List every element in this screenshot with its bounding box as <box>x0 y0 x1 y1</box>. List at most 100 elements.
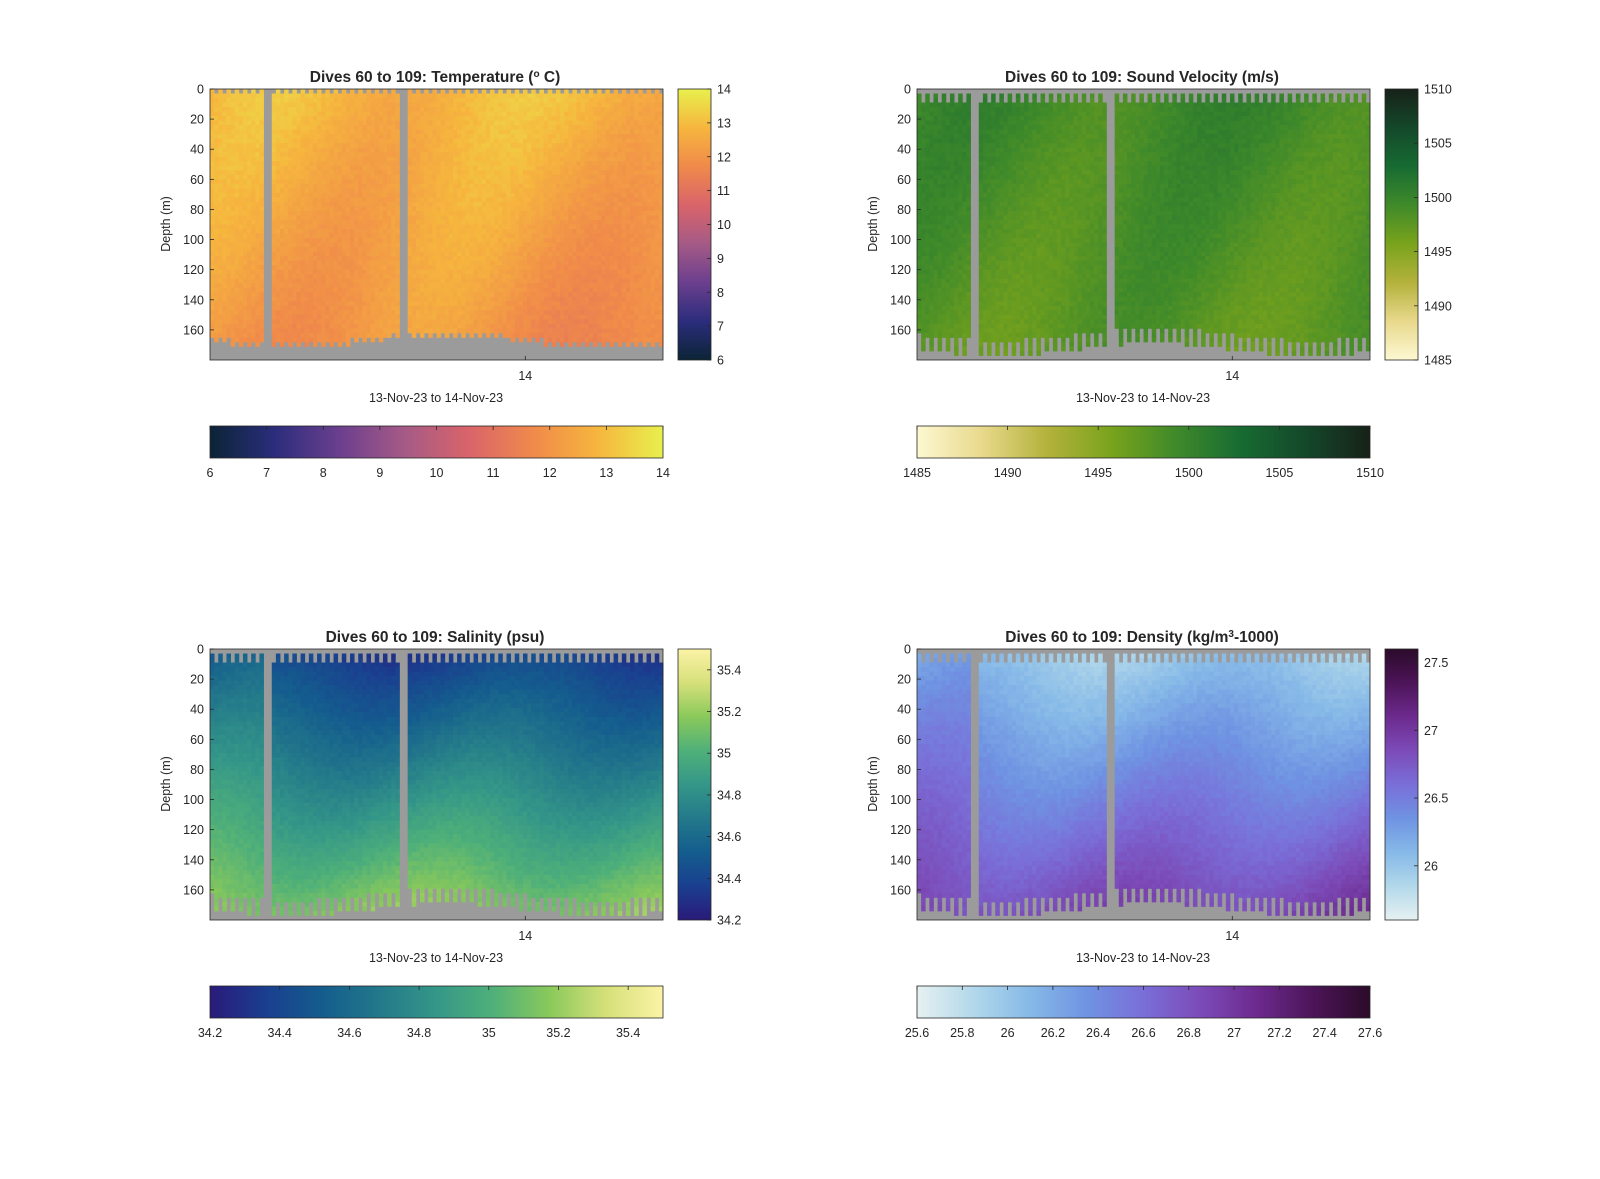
heatmap-cell <box>247 197 252 203</box>
heatmap-cell <box>341 170 347 176</box>
heatmap-cell <box>444 287 450 293</box>
heatmap-cell <box>584 147 590 153</box>
heatmap-cell <box>535 129 540 135</box>
heatmap-cell <box>214 251 219 257</box>
heatmap-cell <box>494 301 499 307</box>
heatmap-cell <box>317 305 322 311</box>
heatmap-cell <box>465 125 470 131</box>
heatmap-cell <box>329 147 334 153</box>
heatmap-cell <box>527 301 532 307</box>
heatmap-cell <box>304 210 310 216</box>
heatmap-cell <box>584 165 590 171</box>
heatmap-cell <box>354 269 359 275</box>
heatmap-cell <box>481 156 487 162</box>
heatmap-cell <box>527 314 532 320</box>
heatmap-cell <box>477 192 483 198</box>
heatmap-cell <box>547 197 553 203</box>
heatmap-cell <box>251 256 256 262</box>
heatmap-cell <box>275 323 281 329</box>
heatmap-cell <box>502 183 507 189</box>
heatmap-cell <box>481 229 487 234</box>
heatmap-cell <box>494 287 499 293</box>
heatmap-cell <box>251 197 256 203</box>
heatmap-cell <box>387 251 392 257</box>
heatmap-cell <box>337 156 343 162</box>
heatmap-cell <box>333 215 339 221</box>
heatmap-cell <box>411 210 417 216</box>
heatmap-cell <box>485 229 491 234</box>
heatmap-cell <box>448 283 454 289</box>
heatmap-cell <box>424 116 429 122</box>
heatmap-cell <box>350 170 355 176</box>
heatmap-cell <box>461 269 466 275</box>
heatmap-cell <box>444 265 450 271</box>
heatmap-cell <box>510 111 516 117</box>
heatmap-cell <box>415 319 421 325</box>
heatmap-cell <box>391 206 396 212</box>
heatmap-cell <box>420 179 425 185</box>
heatmap-cell <box>473 147 479 153</box>
heatmap-cell <box>387 310 392 316</box>
heatmap-cell <box>452 183 458 189</box>
heatmap-cell <box>251 251 256 257</box>
heatmap-cell <box>555 219 561 225</box>
heatmap-cell <box>329 201 334 207</box>
heatmap-cell <box>564 116 569 122</box>
heatmap-cell <box>485 219 491 225</box>
heatmap-cell <box>370 188 376 194</box>
heatmap-cell <box>420 102 425 108</box>
heatmap-cell <box>354 165 359 171</box>
heatmap-cell <box>378 328 384 334</box>
heatmap-cell <box>498 305 503 311</box>
heatmap-cell <box>461 183 466 189</box>
heatmap-cell <box>580 143 586 149</box>
heatmap-cell <box>382 102 388 108</box>
heatmap-cell <box>358 129 363 135</box>
heatmap-cell <box>251 201 256 207</box>
heatmap-cell <box>576 188 582 194</box>
heatmap-cell <box>284 251 289 257</box>
heatmap-cell <box>572 229 577 234</box>
heatmap-cell <box>226 116 231 122</box>
heatmap-cell <box>411 98 417 103</box>
heatmap-cell <box>234 206 240 212</box>
heatmap-cell <box>572 310 577 316</box>
heatmap-cell <box>300 161 306 167</box>
heatmap-cell <box>308 305 314 311</box>
heatmap-cell <box>465 156 470 162</box>
heatmap-cell <box>222 138 227 144</box>
heatmap-cell <box>535 292 540 298</box>
heatmap-cell <box>452 247 458 252</box>
heatmap-cell <box>308 147 314 153</box>
heatmap-cell <box>506 332 512 338</box>
heatmap-cell <box>312 111 318 117</box>
heatmap-cell <box>230 310 236 316</box>
heatmap-cell <box>370 210 376 216</box>
heatmap-cell <box>502 260 507 266</box>
heatmap-cell <box>428 183 433 189</box>
heatmap-cell <box>522 147 528 153</box>
heatmap-cell <box>465 310 470 316</box>
heatmap-cell <box>527 179 532 185</box>
heatmap-cell <box>444 256 450 262</box>
heatmap-cell <box>518 206 524 212</box>
heatmap-cell <box>341 310 347 316</box>
heatmap-cell <box>312 224 318 230</box>
heatmap-cell <box>317 233 322 239</box>
heatmap-cell <box>543 161 549 167</box>
heatmap-cell <box>572 283 577 289</box>
heatmap-cell <box>428 120 433 126</box>
heatmap-cell <box>358 301 363 307</box>
heatmap-cell <box>584 305 590 311</box>
heatmap-cell <box>551 265 557 271</box>
heatmap-cell <box>498 251 503 257</box>
heatmap-cell <box>510 296 516 302</box>
heatmap-cell <box>255 238 260 243</box>
heatmap-cell <box>238 219 244 225</box>
heatmap-cell <box>308 161 314 167</box>
heatmap-cell <box>329 183 334 189</box>
heatmap-cell <box>317 314 322 320</box>
heatmap-cell <box>222 98 227 103</box>
heatmap-cell <box>518 337 524 343</box>
heatmap-cell <box>358 210 363 216</box>
